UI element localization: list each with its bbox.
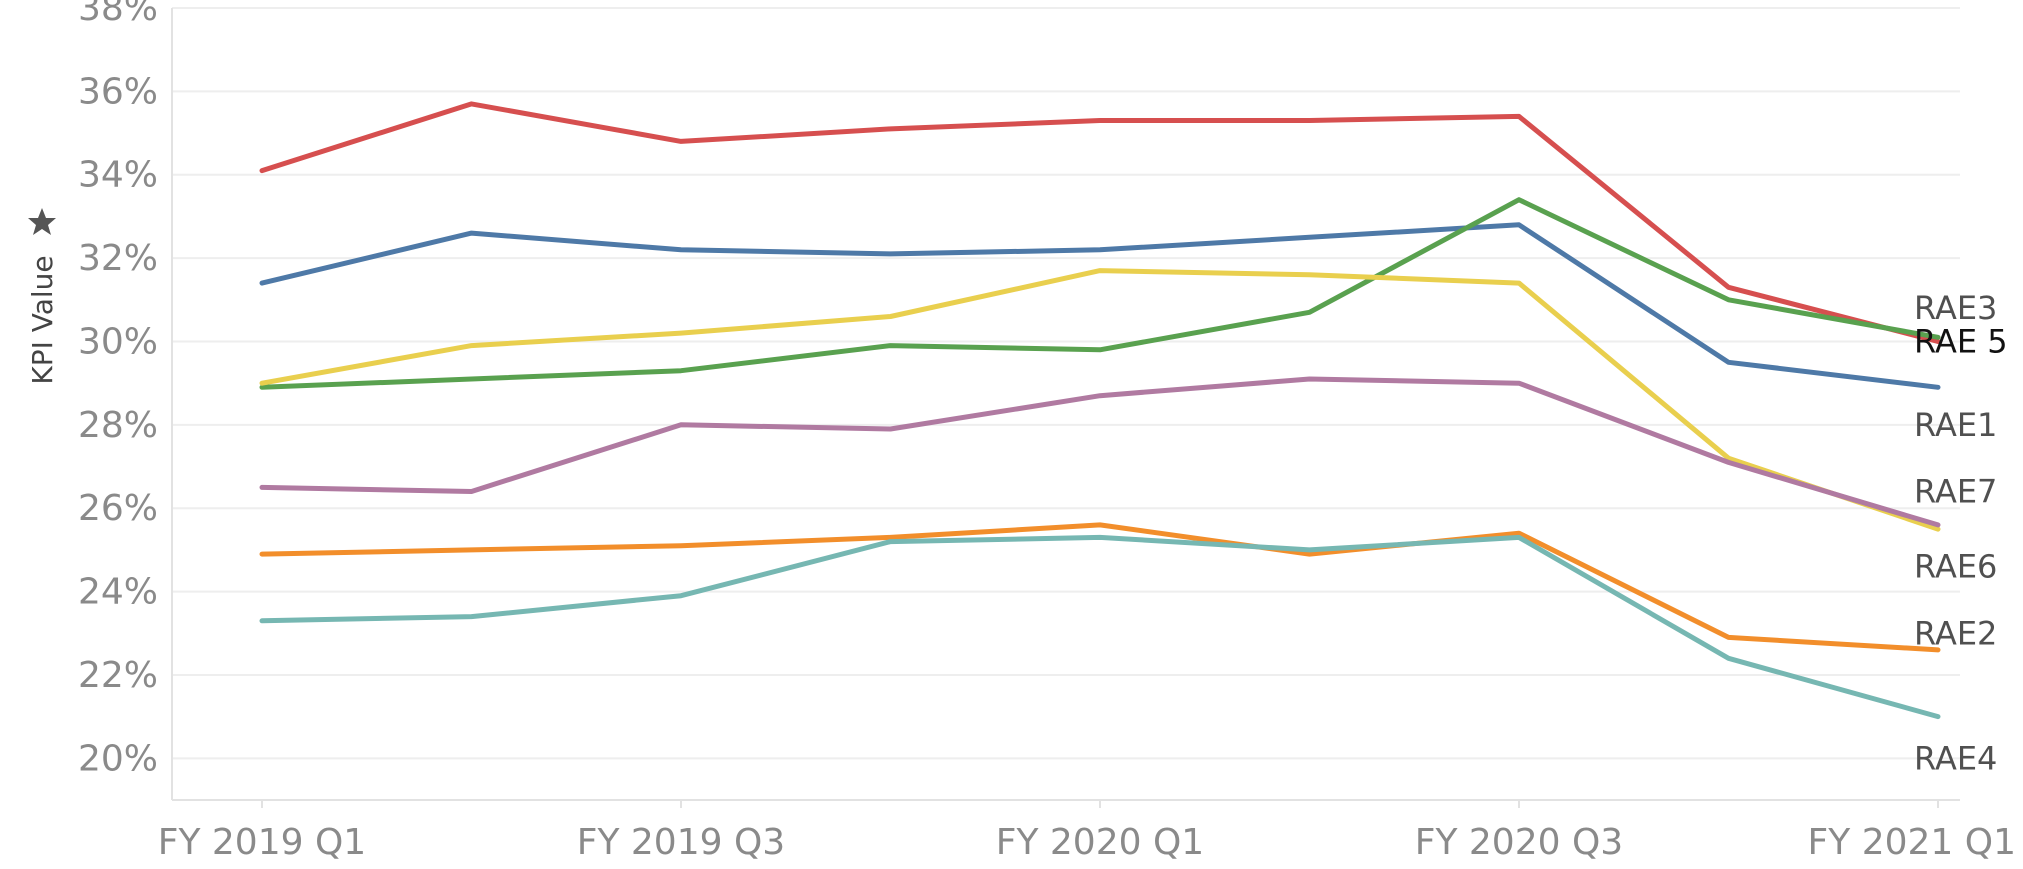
series-lines [259, 101, 1941, 720]
star-icon [28, 208, 56, 235]
series-end-label: RAE2 [1914, 614, 1997, 652]
y-tick-label: 34% [78, 155, 158, 196]
y-tick-label: 32% [78, 238, 158, 279]
series-end-label: RAE1 [1914, 406, 1997, 444]
series-line-rae6 [259, 376, 1941, 528]
series-line-rae2 [259, 522, 1941, 653]
x-tick-label: FY 2019 Q1 [158, 822, 366, 863]
x-tick-label: FY 2020 Q1 [996, 822, 1204, 863]
series-end-label: RAE3 [1914, 289, 1997, 327]
x-tick-label: FY 2019 Q3 [577, 822, 785, 863]
series-line-rae7 [259, 268, 1941, 532]
series-end-label: RAE 5 [1914, 322, 2008, 360]
y-axis-ticks: 20% 22% 24% 26% 28% 30% 32% 34% 36% 38% [78, 0, 158, 779]
series-line-rae3 [259, 101, 1941, 344]
y-tick-label: 30% [78, 321, 158, 362]
x-tick-label: FY 2020 Q3 [1415, 822, 1623, 863]
series-line-rae4 [259, 534, 1941, 720]
gridlines [172, 7, 1960, 760]
axes [171, 8, 1960, 801]
y-tick-label: 20% [78, 738, 158, 779]
series-end-label: RAE7 [1914, 473, 1997, 511]
x-axis-ticks: FY 2019 Q1 FY 2019 Q3 FY 2020 Q1 FY 2020 Q3… [158, 800, 2016, 863]
series-line-rae5 [259, 222, 1941, 390]
y-tick-label: 36% [78, 71, 158, 112]
y-tick-label: 28% [78, 405, 158, 446]
y-tick-label: 26% [78, 488, 158, 529]
y-tick-label: 24% [78, 572, 158, 613]
series-line-rae1 [259, 197, 1941, 390]
y-axis-title: KPI Value [26, 255, 59, 384]
series-end-label: RAE6 [1914, 548, 1997, 586]
series-end-label: RAE4 [1914, 739, 1997, 777]
y-tick-label: 22% [78, 655, 158, 696]
y-tick-label: 38% [78, 0, 158, 29]
x-tick-label: FY 2021 Q1 [1808, 822, 2016, 863]
y-axis-title-group: KPI Value [26, 208, 59, 385]
